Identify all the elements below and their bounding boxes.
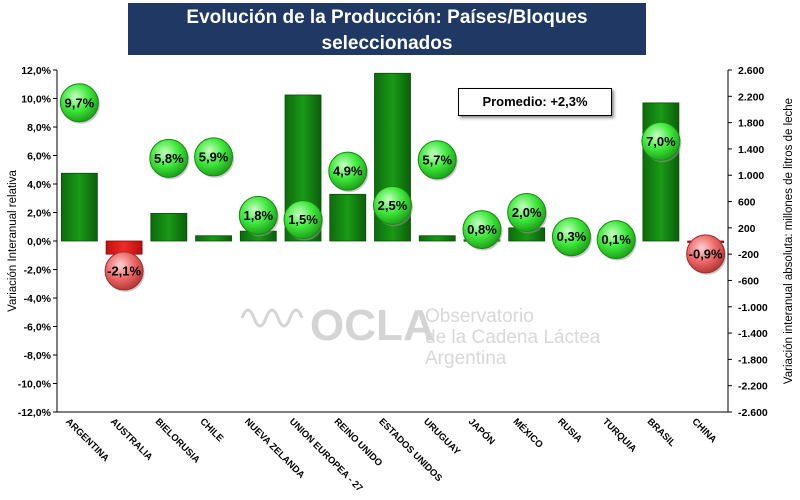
left-tick-label: 8,0% bbox=[27, 122, 52, 134]
left-tick-label: -8,0% bbox=[24, 350, 52, 362]
bubble-brasil bbox=[641, 121, 681, 161]
bubble-union-europea-27 bbox=[283, 200, 323, 240]
bubble-label-bielorusia: 5,8% bbox=[154, 151, 184, 166]
bar-argentina bbox=[60, 172, 98, 242]
left-tick-label: -10,0% bbox=[18, 379, 52, 391]
title-box: Evolución de la Producción: Países/Bloqu… bbox=[128, 3, 646, 75]
category-label: RUSIA bbox=[555, 416, 584, 445]
bubble-australia bbox=[104, 251, 144, 291]
left-axis-ticks: 12,0% 10,0% 8,0% 6,0% 4,0% 2,0% 0,0% -2,0% -4,0%… bbox=[18, 65, 57, 419]
right-tick-label: -200 bbox=[738, 249, 759, 261]
category-label: AUSTRALIA bbox=[108, 416, 155, 463]
bar-uruguay bbox=[418, 235, 456, 242]
bubble-label-estados-unidos: 2,5% bbox=[378, 198, 408, 213]
bubble-label-jap-n: 0,8% bbox=[467, 222, 497, 237]
bubble-argentina bbox=[59, 83, 99, 123]
right-tick-label: -2.200 bbox=[738, 381, 768, 393]
left-tick-label: 4,0% bbox=[27, 179, 52, 191]
bubble-china bbox=[686, 234, 726, 274]
bubble-bielorusia bbox=[149, 138, 189, 178]
bubble-turquia bbox=[596, 220, 636, 260]
watermark-line3: Argentina bbox=[425, 348, 507, 369]
right-tick-label: -1.400 bbox=[738, 328, 768, 340]
bubble-reino-unido bbox=[328, 151, 368, 191]
right-axis-title: Variación interanual absoluta: millones … bbox=[783, 98, 795, 384]
left-tick-label: -6,0% bbox=[24, 322, 52, 334]
category-label: TURQUIA bbox=[600, 416, 638, 454]
left-tick-label: 12,0% bbox=[21, 65, 51, 77]
left-tick-label: 0,0% bbox=[27, 236, 52, 248]
category-label: CHILE bbox=[197, 416, 225, 444]
bubble-rusia bbox=[551, 217, 591, 257]
right-tick-label: -600 bbox=[738, 275, 759, 287]
ocla-watermark: OCLA Observatorio de la Cadena Láctea Ar… bbox=[240, 301, 601, 369]
right-tick-label: 600 bbox=[738, 197, 756, 209]
left-tick-label: 2,0% bbox=[27, 208, 52, 220]
watermark-logo-text: OCLA bbox=[310, 301, 435, 350]
bubble-label-argentina: 9,7% bbox=[65, 95, 95, 110]
right-tick-label: 200 bbox=[738, 223, 756, 235]
left-axis-title: Variación Interanual relativa bbox=[7, 170, 19, 312]
category-label: UNION EUROPEA - 27 bbox=[287, 416, 365, 494]
right-tick-label: 2.200 bbox=[738, 91, 764, 103]
right-tick-label: 1.400 bbox=[738, 144, 764, 156]
bubble-label-union-europea-27: 1,5% bbox=[288, 212, 318, 227]
category-label: ARGENTINA bbox=[63, 416, 111, 464]
bar-chile bbox=[195, 235, 232, 242]
bubble-label-brasil: 7,0% bbox=[646, 134, 676, 149]
bubble-uruguay bbox=[417, 140, 457, 180]
ocla-logo-wave-icon bbox=[240, 308, 304, 328]
left-tick-label: -4,0% bbox=[24, 293, 52, 305]
right-tick-label: -1.000 bbox=[738, 302, 768, 314]
chart-subtitle: - enero-diciembre/2025 - bbox=[304, 58, 470, 75]
bubble-label-chile: 5,9% bbox=[199, 149, 229, 164]
bar-reino-unido bbox=[329, 193, 367, 242]
left-tick-label: -2,0% bbox=[24, 265, 52, 277]
bubble-label-uruguay: 5,7% bbox=[422, 152, 452, 167]
category-label: URUGUAY bbox=[421, 416, 463, 458]
bubble-label-turquia: 0,1% bbox=[601, 232, 631, 247]
watermark-line1: Observatorio bbox=[425, 306, 534, 327]
bubble-label-nueva-zelanda: 1,8% bbox=[243, 208, 273, 223]
bubble-estados-unidos bbox=[373, 185, 412, 225]
bubble-m-xico bbox=[507, 193, 547, 232]
left-tick-label: 6,0% bbox=[27, 151, 52, 163]
right-tick-label: -2.600 bbox=[738, 407, 768, 419]
average-box: Promedio: +2,3% bbox=[458, 88, 612, 116]
category-label: JAPÓN bbox=[466, 416, 498, 448]
category-label: MÉXICO bbox=[511, 416, 545, 450]
bubble-label-australia: -2,1% bbox=[107, 263, 141, 278]
bubble-series: 9,7% -2,1% 5,8% 5,9% 1,8% 1,5% 4,9% 2,5% 5,7% 0,8… bbox=[59, 83, 727, 292]
bar-bielorusia bbox=[150, 212, 188, 242]
chart-title: Evolución de la Producción: Países/Bloqu… bbox=[186, 7, 588, 54]
watermark-line2: de la Cadena Láctea bbox=[425, 327, 601, 348]
bubble-label-reino-unido: 4,9% bbox=[333, 164, 363, 179]
right-tick-label: -1.800 bbox=[738, 354, 768, 366]
bubble-jap-n bbox=[462, 210, 502, 250]
category-label: CHINA bbox=[690, 416, 719, 445]
right-tick-label: 1.800 bbox=[738, 118, 764, 130]
category-label: BRASIL bbox=[645, 416, 678, 449]
bubble-label-m-xico: 2,0% bbox=[512, 205, 542, 220]
right-tick-label: 1.000 bbox=[738, 170, 764, 182]
bubble-nueva-zelanda bbox=[238, 195, 278, 235]
right-axis-ticks: 2.600 2.200 1.800 1.400 1.000 600 200 -200 -600 -… bbox=[728, 65, 768, 419]
category-label: BIELORUSIA bbox=[153, 416, 202, 465]
bubble-label-china: -0,9% bbox=[689, 246, 723, 261]
left-tick-label: 10,0% bbox=[21, 94, 51, 106]
bubble-chile bbox=[194, 137, 234, 177]
right-tick-label: 2.600 bbox=[738, 65, 764, 77]
left-tick-label: -12,0% bbox=[18, 407, 52, 419]
bubble-label-rusia: 0,3% bbox=[557, 229, 587, 244]
